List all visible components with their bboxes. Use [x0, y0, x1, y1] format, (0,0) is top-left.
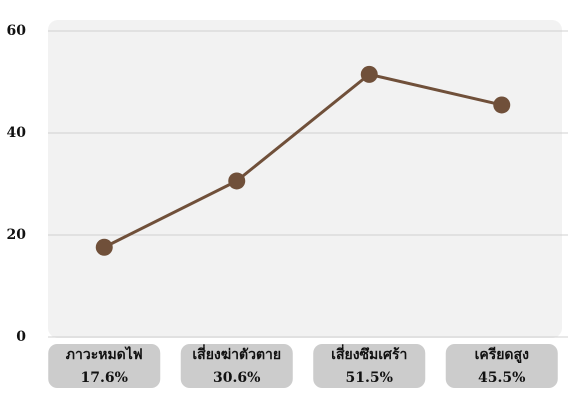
- label-box: [445, 344, 558, 388]
- data-label: 30.6%: [213, 370, 260, 386]
- data-label: 45.5%: [478, 370, 525, 386]
- data-point: [228, 172, 246, 190]
- series-line: [103, 72, 503, 249]
- label-box: [48, 344, 161, 388]
- plot-background: [48, 20, 562, 338]
- data-label: 51.5%: [346, 370, 393, 386]
- y-tick-label: 40: [7, 125, 27, 141]
- y-tick-label: 20: [7, 227, 27, 243]
- x-tick-label: เครียดสูง: [475, 347, 530, 363]
- data-label: 17.6%: [81, 370, 128, 386]
- label-box: [313, 344, 426, 388]
- data-point: [95, 238, 113, 256]
- y-tick-label: 60: [7, 23, 27, 39]
- label-box: [180, 344, 293, 388]
- y-tick-label: 0: [16, 329, 26, 345]
- x-tick-label: เสี่ยงซึมเศร้า: [331, 344, 407, 363]
- data-point: [493, 96, 511, 114]
- x-tick-label: เสี่ยงฆ่าตัวตาย: [192, 344, 281, 363]
- x-tick-label: ภาวะหมดไฟ: [66, 345, 143, 363]
- data-point: [360, 65, 378, 83]
